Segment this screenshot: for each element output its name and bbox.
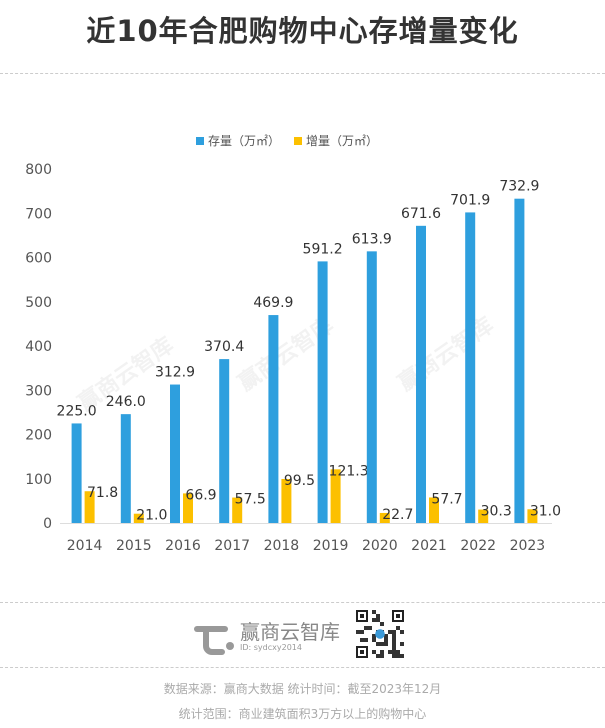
bar-increment — [330, 469, 341, 523]
divider — [0, 667, 605, 668]
brand-name: 赢商云智库 — [240, 620, 340, 644]
data-label: 31.0 — [530, 503, 561, 519]
data-label: 225.0 — [57, 403, 97, 419]
logo-icon — [194, 626, 234, 655]
y-tick-label: 400 — [25, 339, 52, 355]
data-label: 671.6 — [401, 206, 441, 222]
x-tick-label: 2016 — [165, 538, 201, 554]
bar-increment — [133, 513, 144, 523]
bar-increment — [232, 497, 243, 523]
y-tick-label: 700 — [25, 206, 52, 222]
y-tick-label: 100 — [25, 472, 52, 488]
x-tick-label: 2018 — [264, 538, 300, 554]
data-label: 732.9 — [499, 179, 539, 195]
bar-increment — [379, 512, 390, 523]
bar-stock — [268, 315, 279, 523]
x-tick-label: 2017 — [214, 538, 250, 554]
x-tick-label: 2022 — [460, 538, 496, 554]
data-label: 591.2 — [303, 241, 343, 257]
y-tick-label: 800 — [25, 162, 52, 178]
divider — [0, 602, 605, 603]
y-tick-label: 500 — [25, 295, 52, 311]
bar-stock — [71, 423, 82, 523]
bar-stock — [366, 251, 377, 523]
data-label: 613.9 — [352, 231, 392, 247]
legend-swatch — [196, 137, 204, 145]
y-tick-label: 0 — [43, 516, 52, 532]
brand-id: ID: sydcxy2014 — [240, 643, 302, 652]
bar-stock — [120, 414, 131, 523]
data-label: 71.8 — [87, 485, 118, 501]
x-tick-label: 2020 — [362, 538, 398, 554]
bar-increment — [84, 491, 95, 523]
bar-increment — [183, 493, 193, 523]
bar-stock — [219, 359, 230, 523]
data-label: 21.0 — [136, 508, 167, 524]
x-tick-label: 2019 — [313, 538, 349, 554]
x-tick-label: 2014 — [67, 538, 103, 554]
data-label: 99.5 — [284, 473, 315, 489]
data-label: 57.5 — [235, 492, 266, 508]
data-label: 121.3 — [329, 463, 369, 479]
y-tick-label: 300 — [25, 383, 52, 399]
data-source-note: 数据来源：赢商大数据 统计时间：截至2023年12月 — [163, 682, 442, 696]
data-label: 22.7 — [382, 507, 413, 523]
page-title: 近10年合肥购物中心存增量变化 — [86, 14, 519, 48]
y-tick-label: 200 — [25, 428, 52, 444]
legend-label: 增量（万㎡） — [306, 134, 378, 148]
data-label: 312.9 — [155, 365, 195, 381]
bar-increment — [478, 509, 489, 523]
bar-stock — [416, 225, 426, 523]
data-label: 57.7 — [431, 491, 462, 507]
y-tick-label: 600 — [25, 251, 52, 267]
legend-label: 存量（万㎡） — [208, 134, 280, 148]
data-label: 246.0 — [106, 394, 146, 410]
x-tick-label: 2021 — [411, 538, 447, 554]
watermark: 赢商云智库 — [393, 312, 498, 396]
brand-logo: 赢商云智库 ID: sydcxy2014 — [192, 612, 352, 662]
bar-stock — [514, 198, 525, 523]
divider — [0, 73, 605, 74]
x-tick-label: 2023 — [510, 538, 546, 554]
data-label: 701.9 — [450, 192, 490, 208]
bar-stock — [317, 261, 328, 523]
data-label: 30.3 — [481, 504, 512, 520]
bar-increment — [281, 478, 292, 523]
bar-stock — [465, 212, 476, 523]
data-label: 469.9 — [253, 295, 293, 311]
data-label: 66.9 — [185, 487, 216, 503]
qr-code-icon — [356, 610, 404, 658]
bar-stock — [170, 384, 180, 523]
bar-increment — [429, 497, 439, 523]
legend-swatch — [294, 137, 302, 145]
data-label: 370.4 — [204, 339, 244, 355]
x-tick-label: 2015 — [116, 538, 152, 554]
bar-increment — [527, 509, 538, 523]
data-scope-note: 统计范围：商业建筑面积3万方以上的购物中心 — [178, 707, 427, 721]
